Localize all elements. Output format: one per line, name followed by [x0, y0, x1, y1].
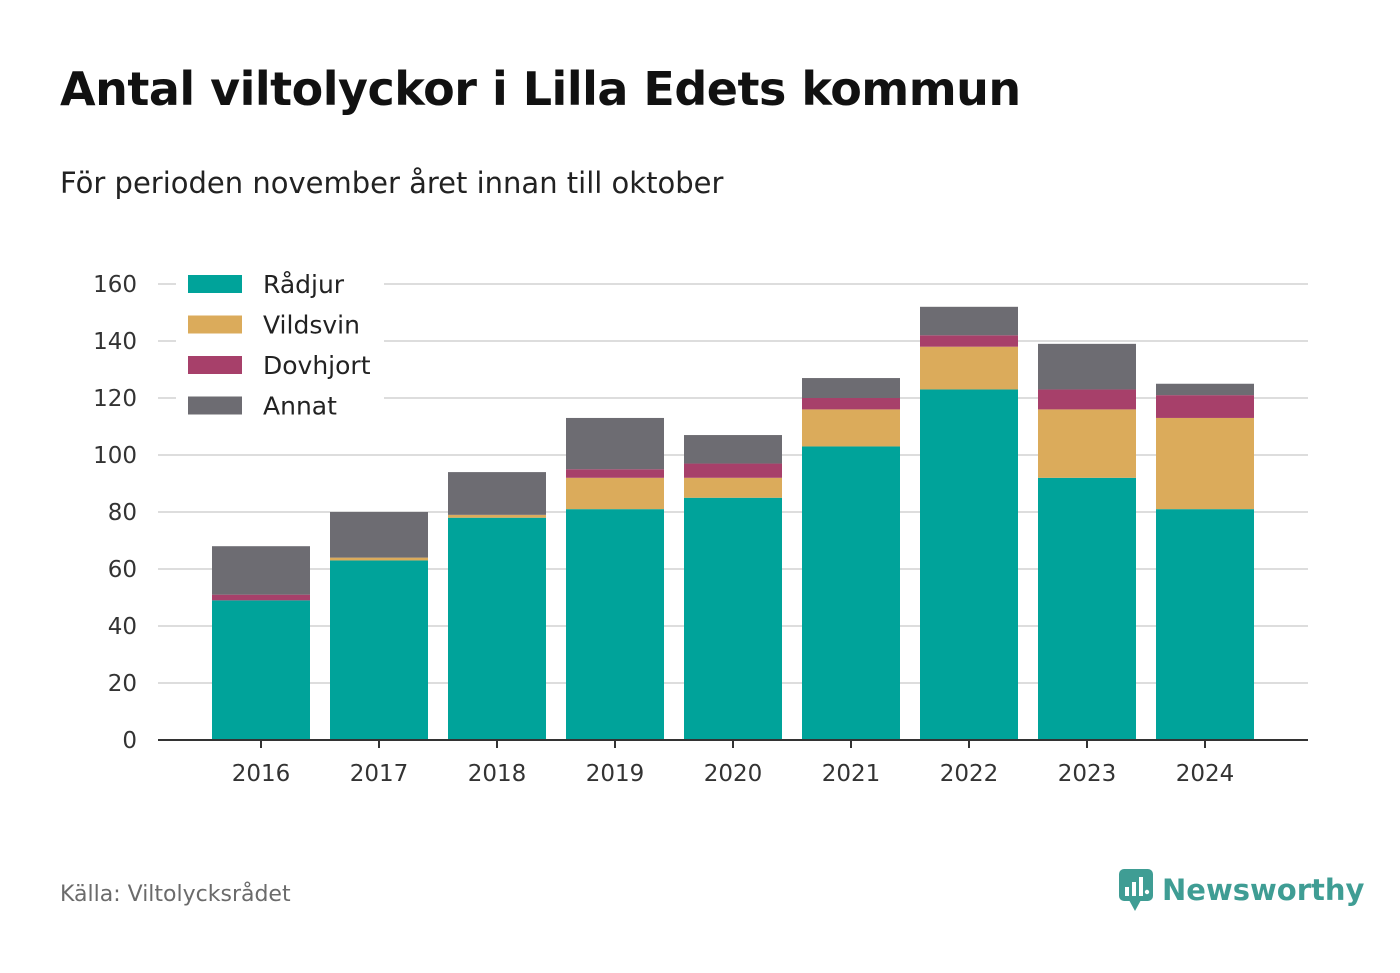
x-tick-label: 2020 [704, 761, 763, 787]
bar-segment [1156, 383, 1254, 396]
bar-segment [1038, 477, 1136, 740]
bar-segment [920, 335, 1018, 347]
bar-segment [684, 497, 782, 740]
bar-segment [448, 517, 546, 740]
bar-segment [330, 512, 428, 558]
legend-swatch [188, 396, 242, 415]
y-tick-label: 160 [93, 272, 137, 298]
bar-segment [802, 446, 900, 740]
bars [212, 306, 1254, 740]
y-tick-label: 100 [93, 443, 137, 469]
legend-swatch [188, 356, 242, 374]
bar-segment [802, 409, 900, 447]
bar-segment [212, 600, 310, 740]
source-note: Källa: Viltolycksrådet [60, 882, 291, 907]
y-tick-label: 140 [93, 329, 137, 355]
legend-label: Annat [263, 392, 337, 421]
chart-subtitle: För perioden november året innan till ok… [60, 166, 724, 200]
bar-segment [684, 477, 782, 498]
y-tick-label: 40 [108, 614, 137, 640]
legend-label: Dovhjort [263, 351, 371, 380]
y-tick-label: 20 [108, 671, 137, 697]
legend: Rådjur Vildsvin Dovhjort Annat [176, 262, 384, 432]
x-tick-label: 2024 [1176, 761, 1235, 787]
bar-segment [920, 346, 1018, 390]
bar-segment [1156, 509, 1254, 740]
legend-swatch [188, 315, 242, 334]
y-axis-ticks: 0 20 40 60 80 100 120 140 160 [93, 272, 137, 754]
x-axis-ticks: 2016 2017 2018 2019 2020 2021 2022 2023 2024 [232, 740, 1235, 787]
bar-segment [684, 435, 782, 464]
y-tick-label: 80 [108, 500, 137, 526]
bar-segment [566, 469, 664, 478]
x-tick-label: 2021 [822, 761, 881, 787]
bar-segment [1156, 417, 1254, 510]
bar-segment [566, 417, 664, 470]
x-tick-label: 2018 [468, 761, 527, 787]
bar-segment [212, 546, 310, 595]
brand-name: Newsworthy [1162, 873, 1365, 907]
bar-segment [684, 463, 782, 478]
y-tick-label: 0 [122, 728, 137, 754]
bar-segment [920, 306, 1018, 336]
bar-segment [802, 398, 900, 410]
bar-segment [1038, 409, 1136, 478]
bar-segment [448, 472, 546, 515]
bar-segment [802, 378, 900, 398]
x-tick-label: 2023 [1058, 761, 1117, 787]
bar-segment [1038, 389, 1136, 410]
bar-segment [212, 594, 310, 601]
y-tick-label: 120 [93, 386, 137, 412]
chart-title: Antal viltolyckor i Lilla Edets kommun [60, 62, 1021, 116]
legend-label: Vildsvin [263, 311, 360, 340]
bar-segment [1156, 395, 1254, 418]
bar-segment [330, 557, 428, 561]
bar-segment [566, 509, 664, 740]
x-tick-label: 2016 [232, 761, 291, 787]
x-tick-label: 2019 [586, 761, 645, 787]
bar-segment [448, 514, 546, 518]
y-tick-label: 60 [108, 557, 137, 583]
bar-segment [330, 560, 428, 740]
brand-logo: Newsworthy [1118, 868, 1364, 912]
legend-swatch [188, 275, 242, 293]
bar-segment [566, 477, 664, 510]
x-tick-label: 2022 [940, 761, 999, 787]
bar-segment [920, 389, 1018, 740]
legend-label: Rådjur [263, 270, 345, 299]
x-tick-label: 2017 [350, 761, 409, 787]
bar-chart-speech-bubble-icon [1119, 869, 1153, 911]
bar-segment [1038, 343, 1136, 390]
